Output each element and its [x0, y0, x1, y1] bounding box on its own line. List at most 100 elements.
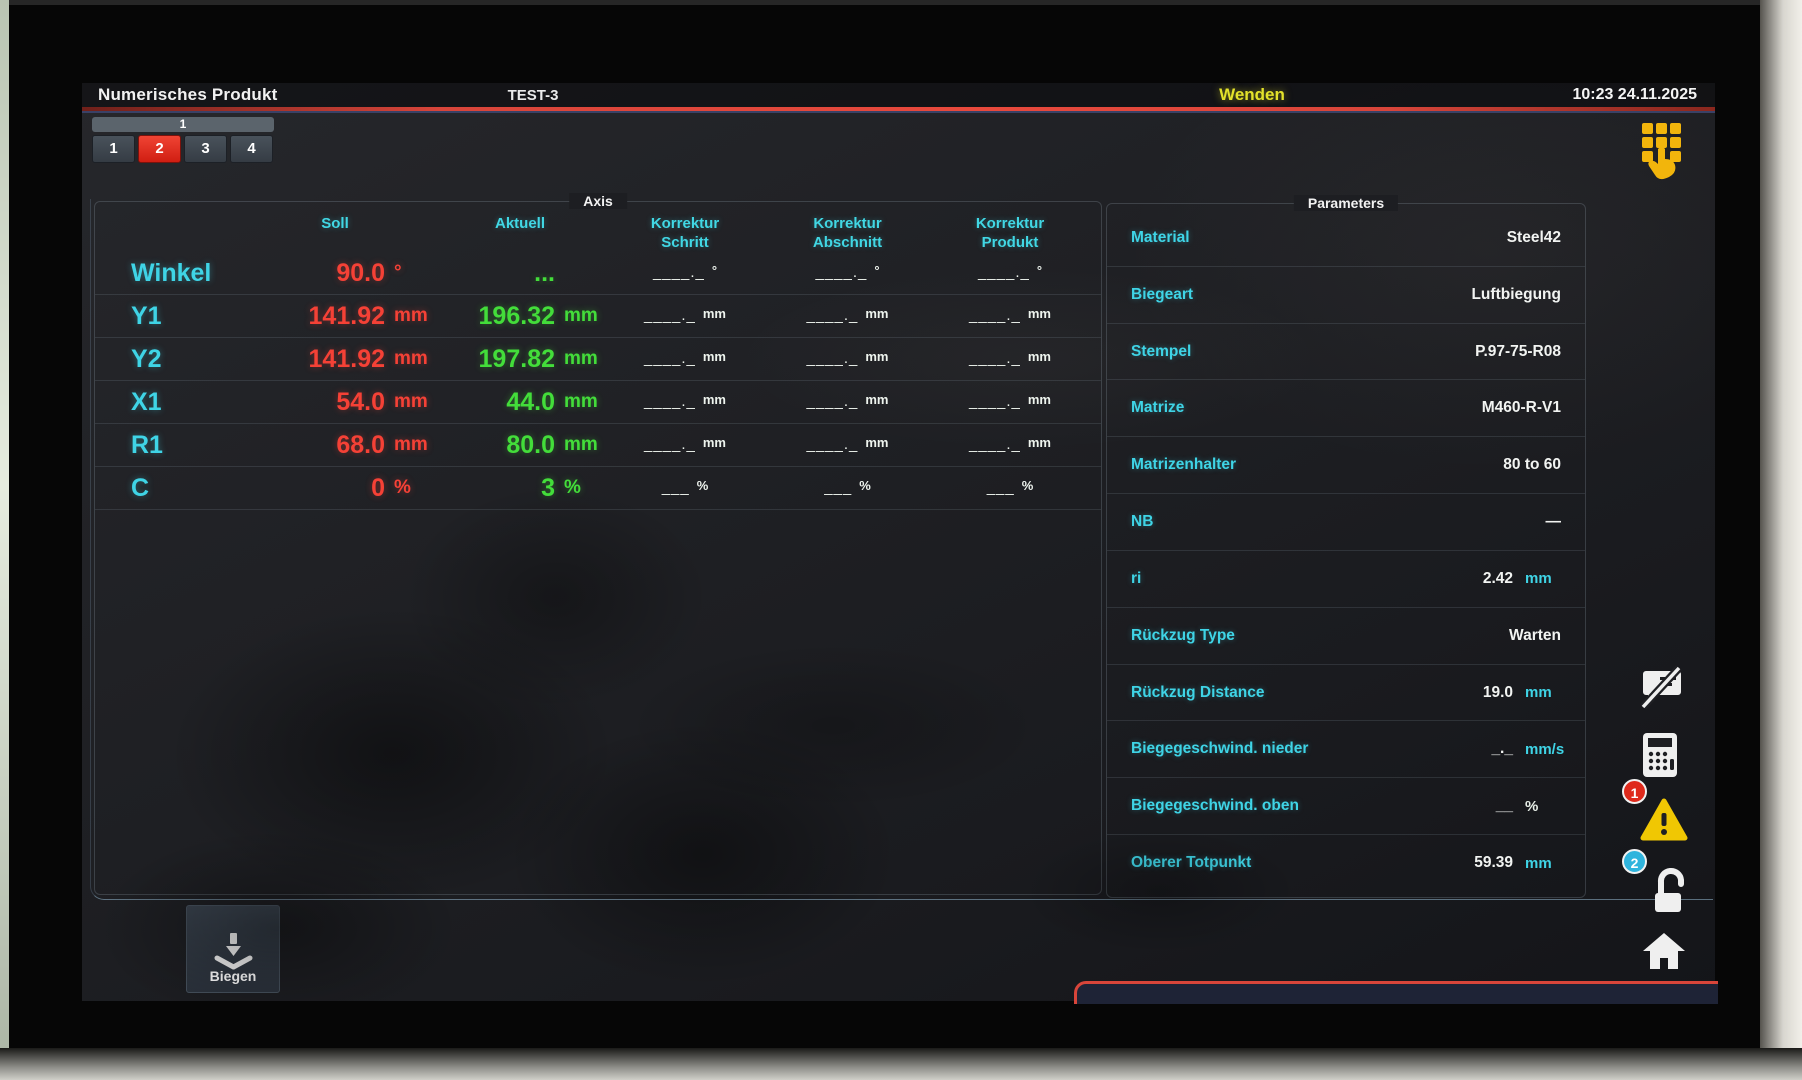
- bezel-left: [0, 0, 9, 1080]
- keypad-button[interactable]: [1634, 119, 1690, 184]
- alarm-button[interactable]: 1: [1622, 779, 1694, 851]
- aktuell-value: 80.0: [506, 431, 555, 460]
- hmi-screen: Numerisches Produkt TEST-3 Wenden 10:23 …: [82, 83, 1718, 1004]
- korrektur-produkt-field[interactable]: ____._ °: [977, 263, 1043, 282]
- clock-date: 10:23 24.11.2025: [1572, 86, 1697, 103]
- aktuell-unit: mm: [564, 348, 598, 370]
- soll-value[interactable]: 54.0: [336, 388, 385, 417]
- korrektur-schritt-field[interactable]: ____._ mm: [643, 349, 726, 368]
- param-row-ri[interactable]: ri 2.42 mm: [1107, 551, 1585, 608]
- unlock-icon: [1643, 867, 1689, 920]
- korrektur-abschnitt-field[interactable]: ____._ mm: [806, 435, 889, 454]
- axis-label: C: [131, 474, 150, 503]
- korrektur-schritt-field[interactable]: ____._ mm: [643, 435, 726, 454]
- param-row-rueckzug-distance[interactable]: Rückzug Distance 19.0 mm: [1107, 665, 1585, 722]
- lock-button[interactable]: 2: [1622, 849, 1692, 921]
- alarm-count-badge: 1: [1622, 779, 1647, 804]
- soll-unit: °: [394, 262, 402, 284]
- param-row-biegegeschwind-nieder[interactable]: Biegegeschwind. nieder _._ mm/s: [1107, 721, 1585, 779]
- param-row-material[interactable]: Material Steel42: [1107, 210, 1585, 267]
- tab-step-2[interactable]: 2: [138, 135, 181, 163]
- axis-row-c: C 0 % 3 % ___% ___% ___%: [95, 467, 1101, 511]
- warning-triangle-icon: [1640, 798, 1688, 845]
- param-row-biegeart[interactable]: Biegeart Luftbiegung: [1107, 267, 1585, 324]
- messages-button[interactable]: [1638, 665, 1686, 714]
- axis-row-r1: R1 68.0 mm 80.0 mm ____._ mm ____._ mm ___…: [95, 424, 1101, 468]
- biegen-button[interactable]: Biegen: [186, 905, 280, 993]
- aktuell-value: 196.32: [478, 302, 555, 331]
- home-button[interactable]: [1642, 931, 1686, 974]
- aktuell-value: 3: [541, 474, 555, 503]
- korrektur-abschnitt-field[interactable]: ____._ mm: [806, 306, 889, 325]
- axis-row-y2: Y2 141.92 mm 197.82 mm ____._ mm ____._ mm…: [95, 338, 1101, 382]
- soll-value[interactable]: 90.0: [336, 259, 385, 288]
- korrektur-schritt-field[interactable]: ____._ mm: [643, 306, 726, 325]
- column-header-korrektur-produkt: Korrektur Produkt: [975, 215, 1045, 252]
- tab-step-4[interactable]: 4: [230, 135, 273, 163]
- korrektur-produkt-field[interactable]: ____._ mm: [968, 306, 1051, 325]
- param-row-matrizenhalter[interactable]: Matrizenhalter 80 to 60: [1107, 437, 1585, 495]
- tab-step-1[interactable]: 1: [92, 135, 135, 163]
- axis-panel: Axis Soll Aktuell Korrektur Schritt Korr…: [94, 193, 1102, 895]
- param-row-oberer-totpunkt[interactable]: Oberer Totpunkt 59.39 mm: [1131, 854, 1552, 872]
- axis-label: Y2: [131, 345, 162, 374]
- aktuell-unit: mm: [564, 391, 598, 413]
- axis-row-x1: X1 54.0 mm 44.0 mm ____._ mm ____._ mm ___…: [95, 381, 1101, 425]
- biegen-button-label: Biegen: [209, 968, 257, 984]
- korrektur-produkt-field[interactable]: ____._ mm: [968, 435, 1051, 454]
- param-row-matrize[interactable]: Matrize M460-R-V1: [1107, 380, 1585, 438]
- param-row-stempel[interactable]: Stempel P.97-75-R08: [1107, 324, 1585, 381]
- parameters-panel: Parameters Material Steel42 Biegeart Luf…: [1106, 195, 1586, 898]
- axis-row-y1: Y1 141.92 mm 196.32 mm ____._ mm ____._ mm…: [95, 295, 1101, 339]
- param-row-rueckzug-type[interactable]: Rückzug Type Warten: [1107, 608, 1585, 665]
- calculator-button[interactable]: [1640, 731, 1680, 782]
- column-header-aktuell: Aktuell: [494, 215, 545, 232]
- soll-value[interactable]: 68.0: [336, 431, 385, 460]
- bend-group-tab[interactable]: 1: [92, 117, 274, 132]
- axis-table-header: Soll Aktuell Korrektur Schritt Korrektur…: [95, 214, 1101, 252]
- korrektur-schritt-field[interactable]: ___%: [661, 478, 709, 497]
- axis-label: Y1: [131, 302, 162, 331]
- soll-value[interactable]: 0: [371, 474, 385, 503]
- korrektur-produkt-field[interactable]: ____._ mm: [968, 392, 1051, 411]
- korrektur-abschnitt-field[interactable]: ____._ mm: [806, 392, 889, 411]
- aktuell-unit: mm: [564, 434, 598, 456]
- korrektur-abschnitt-field[interactable]: ____._ mm: [806, 349, 889, 368]
- aktuell-unit: mm: [564, 305, 598, 327]
- header-accent-line: [82, 107, 1715, 113]
- content-frame: [90, 199, 1713, 900]
- program-name: TEST-3: [507, 87, 559, 104]
- parameter-rows: Material Steel42 Biegeart Luftbiegung St…: [1107, 210, 1585, 891]
- soll-value[interactable]: 141.92: [308, 302, 385, 331]
- column-header-korrektur-abschnitt: Korrektur Abschnitt: [812, 215, 883, 252]
- param-row-nb[interactable]: NB —: [1107, 494, 1585, 551]
- home-icon: [1642, 933, 1686, 974]
- top-bar: Numerisches Produkt TEST-3 Wenden 10:23 …: [82, 83, 1715, 107]
- param-row-biegegeschwind-oben[interactable]: Biegegeschwind. oben __ %: [1107, 778, 1585, 836]
- bend-press-icon: [211, 932, 255, 978]
- soll-unit: %: [394, 477, 411, 499]
- axis-label: Winkel: [131, 259, 212, 288]
- aktuell-value: ...: [534, 259, 555, 288]
- axis-panel-title: Axis: [569, 193, 627, 209]
- korrektur-abschnitt-field[interactable]: ___%: [824, 478, 871, 497]
- chat-muted-icon: [1638, 665, 1686, 714]
- bezel-bottom: [0, 1048, 1802, 1080]
- korrektur-schritt-field[interactable]: ____._ mm: [643, 392, 726, 411]
- soll-unit: mm: [394, 434, 428, 456]
- soll-unit: mm: [394, 348, 428, 370]
- bezel-top: [0, 0, 1802, 5]
- soll-value[interactable]: 141.92: [308, 345, 385, 374]
- korrektur-produkt-field[interactable]: ___%: [986, 478, 1034, 497]
- column-header-korrektur-schritt: Korrektur Schritt: [650, 215, 720, 252]
- keypad-hand-icon: [1634, 123, 1690, 184]
- tab-step-3[interactable]: 3: [184, 135, 227, 163]
- korrektur-schritt-field[interactable]: ____._ °: [652, 263, 718, 282]
- korrektur-produkt-field[interactable]: ____._ mm: [968, 349, 1051, 368]
- machine-status: Wenden: [1219, 85, 1285, 104]
- korrektur-abschnitt-field[interactable]: ____._ °: [815, 263, 880, 282]
- bezel-right: [1760, 0, 1802, 1080]
- footer-accent-line: [1074, 981, 1718, 1004]
- aktuell-value: 44.0: [506, 388, 555, 417]
- soll-unit: mm: [394, 305, 428, 327]
